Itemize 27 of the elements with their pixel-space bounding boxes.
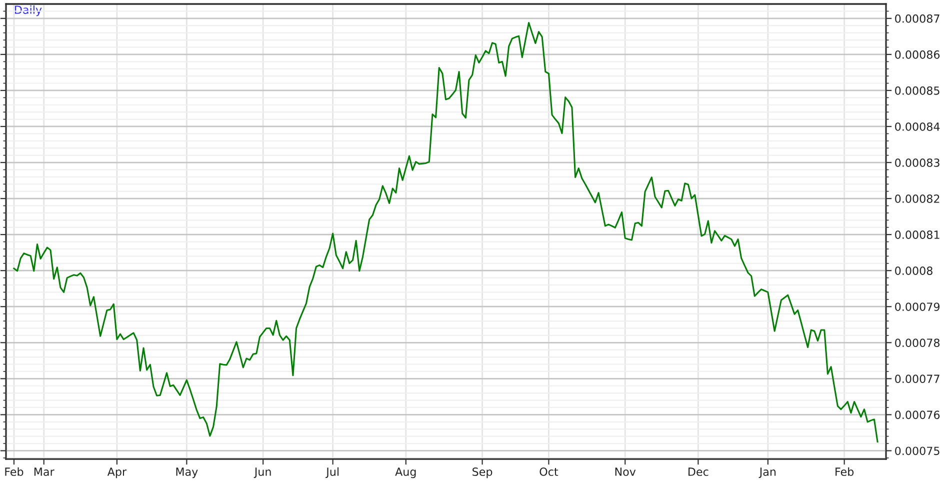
y2-tick-label: 0.00081	[895, 230, 940, 239]
x-tick-label: Mar	[34, 468, 54, 476]
line-series	[13, 22, 878, 442]
y2-tick-label: 0.0008	[895, 266, 932, 275]
y2-tick-label: 0.00075	[895, 446, 940, 456]
y2-tick-label: 0.00087	[895, 14, 940, 23]
x-tick-label: Oct	[540, 468, 558, 476]
x-tick-label: Sep	[472, 468, 492, 478]
x-tick-label: Aug	[395, 468, 416, 478]
y2-tick-label: 0.00077	[895, 374, 940, 384]
y2-tick-label: 0.00086	[895, 50, 940, 59]
x-tick-label: Jan	[758, 468, 776, 478]
x-tick-label: Feb	[836, 467, 854, 476]
y2-tick-label: 0.00078	[895, 338, 940, 348]
x-tick-label: Jul	[326, 467, 338, 478]
x-tick-label: Nov	[615, 468, 636, 476]
x-tick-label: May	[176, 468, 198, 478]
x-tick-label: Jun	[254, 468, 271, 478]
y2-tick-label: 0.00082	[895, 194, 940, 203]
y2-tick-label: 0.00084	[895, 122, 940, 131]
x-tick-label: Dec	[688, 468, 708, 476]
y2-tick-label: 0.00083	[895, 158, 940, 167]
y2-tick-label: 0.00076	[895, 410, 940, 420]
x-tick-label: Apr	[107, 468, 127, 478]
y2-tick-label: 0.00085	[895, 86, 940, 95]
x-tick-label: Feb	[5, 467, 24, 476]
y2-tick-label: 0.00079	[895, 302, 940, 311]
